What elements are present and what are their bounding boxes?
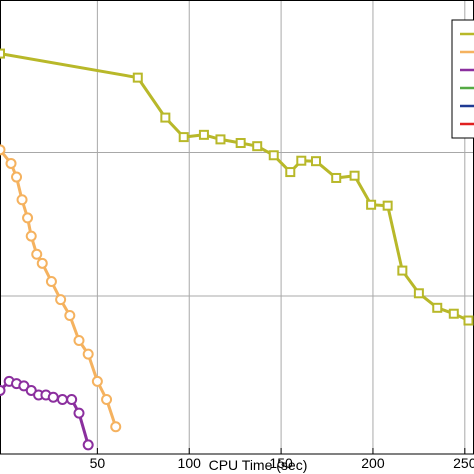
data-point [36, 257, 48, 269]
data-point [11, 171, 23, 183]
x-tick-label: 200 [361, 455, 385, 471]
data-point [366, 199, 377, 210]
x-tick-label: 50 [90, 455, 106, 471]
data-point [448, 308, 459, 319]
data-point [64, 310, 76, 322]
data-point [0, 48, 5, 59]
data-point [235, 138, 246, 149]
data-point [132, 72, 143, 83]
legend-box [451, 19, 474, 139]
data-point [311, 156, 321, 167]
plot-frame [0, 0, 474, 455]
data-point [413, 288, 424, 299]
data-point [0, 384, 6, 396]
data-point [397, 265, 408, 276]
grid [0, 0, 474, 454]
data-point [463, 315, 474, 326]
data-point [285, 167, 296, 178]
data-point [215, 134, 226, 145]
data-point [16, 194, 28, 206]
data-point [5, 157, 17, 169]
series-layer [0, 48, 474, 451]
data-point [178, 132, 189, 143]
data-point [45, 275, 57, 287]
x-tick-label: 150 [269, 455, 293, 471]
x-tick-labels: 50 100 150 200 250 [90, 455, 474, 471]
series-1 [0, 144, 122, 433]
data-point [31, 248, 43, 260]
data-point [73, 407, 85, 419]
data-point [55, 294, 67, 306]
data-point [110, 421, 122, 433]
series-2 [0, 375, 94, 451]
series-line [0, 148, 118, 428]
series-line [0, 52, 470, 322]
data-point [331, 172, 342, 183]
data-point [0, 144, 6, 156]
data-point [47, 391, 59, 403]
data-point [198, 129, 209, 140]
data-point [22, 212, 34, 224]
data-point [268, 150, 279, 161]
data-point [160, 112, 171, 123]
x-tick-label: 250 [453, 455, 474, 471]
data-point [66, 394, 78, 406]
data-point [25, 230, 37, 242]
series-0 [0, 48, 474, 326]
data-point [252, 141, 263, 152]
legend [451, 19, 474, 139]
data-point [82, 348, 94, 360]
data-point [432, 302, 443, 313]
data-point [382, 200, 393, 211]
data-point [91, 375, 103, 387]
data-point [101, 394, 113, 406]
data-point [349, 170, 360, 181]
x-axis-title: CPU Time (sec) [209, 457, 308, 473]
data-point [56, 394, 68, 406]
data-point [73, 335, 85, 346]
data-point [296, 155, 307, 166]
data-point [82, 439, 94, 451]
x-tick-label: 100 [178, 455, 202, 471]
